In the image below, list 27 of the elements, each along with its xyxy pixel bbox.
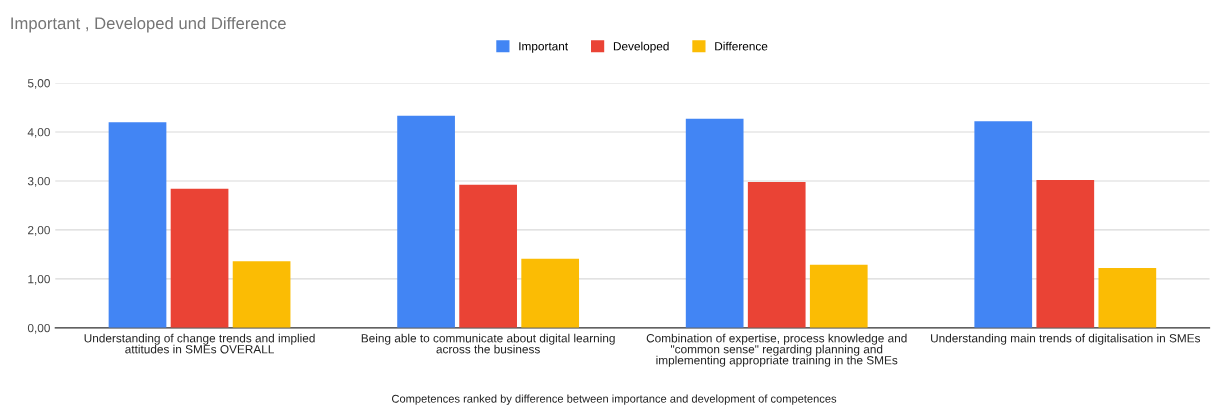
chart-title: Important , Developed und Difference [11,16,286,33]
legend-label: Difference [715,41,768,51]
bar [1098,268,1157,328]
y-tick-label: 2,00 [28,225,50,236]
bar [974,121,1033,328]
x-tick-label: Being able to communicate about digital learning across the business [361,333,615,354]
bar [108,122,167,328]
x-tick-label: Understanding main trends of digitalisation in SMEs [931,333,1201,345]
y-tick-label: 3,00 [27,176,50,187]
bar [170,188,229,328]
bar [1036,179,1095,328]
bar [459,184,517,328]
x-tick-label: Understanding of change trends and implied attitudes in SMEs OVERALL [84,333,315,354]
bar [747,181,806,328]
legend-label: Important [519,42,569,53]
y-tick-label: 1,00 [28,274,50,285]
bar [521,258,580,328]
bar [685,118,744,328]
x-axis-title: Competences ranked by difference between importance and development of competences [392,394,837,405]
bar [232,261,291,328]
y-tick-label: 5,00 [27,79,50,89]
x-tick-label: Combination of expertise, process knowledge and "common sense" regarding planning and implementing appropriate training in the SMEs [646,333,907,367]
y-tick-label: 4,00 [27,128,50,138]
legend-label: Developed [613,41,669,53]
y-tick-label: 0,00 [27,323,50,334]
bar [397,115,455,328]
bar [809,264,868,328]
